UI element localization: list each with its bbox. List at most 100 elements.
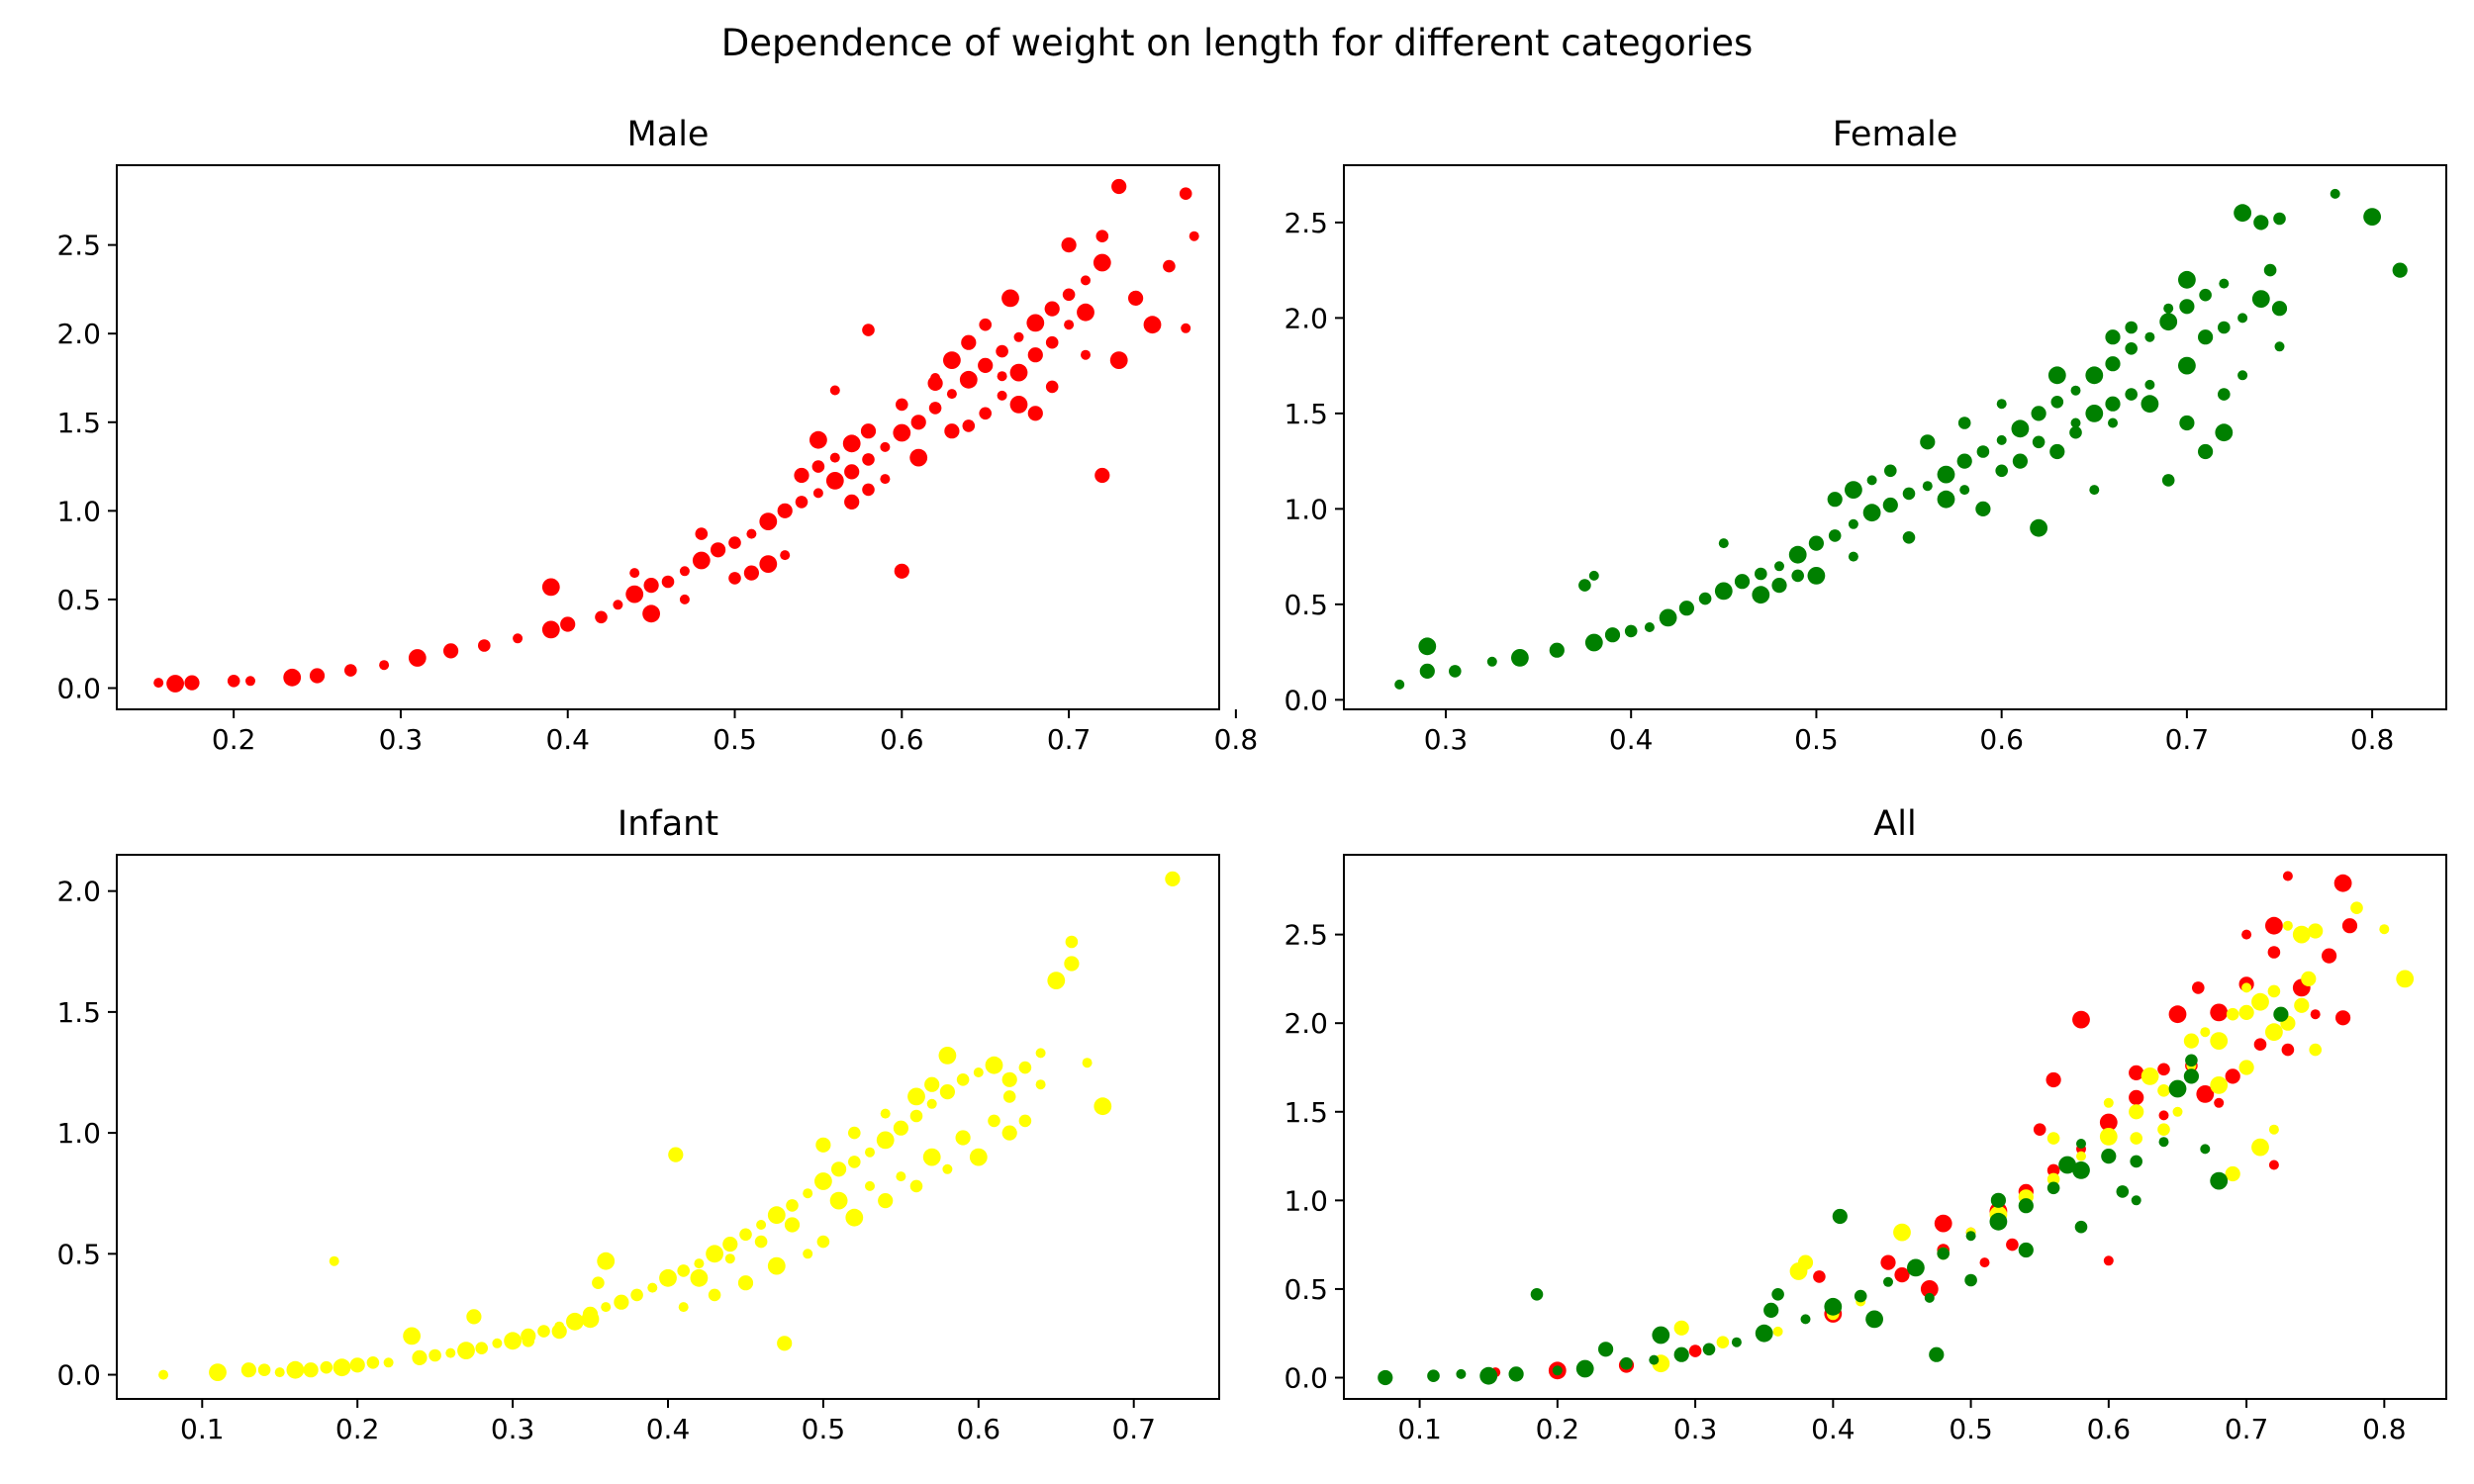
scatter-point xyxy=(2210,1076,2229,1094)
scatter-point xyxy=(831,1161,847,1177)
scatter-point xyxy=(1922,481,1933,492)
y-tick-label: 1.0 xyxy=(56,495,101,527)
scatter-point xyxy=(601,1302,612,1313)
scatter-point xyxy=(613,600,623,610)
x-tick-label: 0.7 xyxy=(1047,723,1092,756)
scatter-point xyxy=(2200,1027,2211,1038)
scatter-point xyxy=(1828,529,1842,542)
scatter-point xyxy=(668,1147,684,1162)
scatter-point xyxy=(844,494,860,510)
scatter-point xyxy=(2105,396,2121,412)
scatter-point xyxy=(728,572,741,585)
scatter-point xyxy=(1934,1214,1952,1233)
y-tick-label: 0.5 xyxy=(56,584,101,616)
y-tick-label: 2.5 xyxy=(1284,207,1328,239)
x-tick-label: 0.5 xyxy=(1949,1413,1993,1445)
x-tick-label: 0.7 xyxy=(2165,723,2210,756)
scatter-point xyxy=(2046,1181,2060,1195)
scatter-point xyxy=(2267,984,2281,998)
scatter-point xyxy=(1456,1368,1467,1379)
y-tick-label: 0.0 xyxy=(56,673,101,705)
subplot-female: 0.3 0.4 0.5 0.6 0.7 0.8 0.0 0.5 1.0 1.5 2.0 2.5 Fema… xyxy=(1284,115,2447,756)
scatter-point xyxy=(1920,1280,1939,1298)
scatter-point xyxy=(1009,396,1028,414)
scatter-point xyxy=(1702,1343,1716,1356)
scatter-point xyxy=(2141,395,2159,414)
scatter-point xyxy=(1882,497,1898,513)
scatter-point xyxy=(2273,1006,2289,1022)
y-tick-label: 2.0 xyxy=(1284,302,1328,334)
scatter-point xyxy=(504,1332,522,1350)
scatter-point xyxy=(2033,1123,2046,1136)
scatter-point xyxy=(1009,363,1028,382)
scatter-point xyxy=(1791,569,1804,583)
scatter-point xyxy=(2183,1033,2199,1049)
scatter-point xyxy=(1064,320,1075,330)
scatter-point xyxy=(320,1360,333,1374)
scatter-point xyxy=(2265,916,2283,935)
scatter-point xyxy=(1001,289,1019,308)
scatter-point xyxy=(1824,1297,1843,1316)
scatter-point xyxy=(283,668,302,687)
scatter-point xyxy=(1578,579,1591,592)
scatter-point xyxy=(560,616,576,632)
scatter-point xyxy=(2129,1065,2144,1080)
scatter-point xyxy=(2105,356,2121,372)
subplot-all: 0.1 0.2 0.3 0.4 0.5 0.6 0.7 0.8 0.0 0.5 1.0 1.5 2.0 2… xyxy=(1284,804,2447,1445)
scatter-point xyxy=(1026,314,1045,332)
scatter-point xyxy=(2192,981,2205,994)
scatter-point xyxy=(1530,1288,1544,1301)
scatter-point xyxy=(909,448,928,467)
scatter-point xyxy=(2158,1137,2169,1148)
x-tick-label: 0.5 xyxy=(802,1413,846,1445)
scatter-point xyxy=(694,1258,705,1269)
scatter-point xyxy=(245,676,255,687)
scatter-point xyxy=(695,527,709,540)
scatter-point xyxy=(1479,1366,1498,1385)
scatter-point xyxy=(1774,561,1784,572)
scatter-point xyxy=(2144,331,2155,342)
scatter-point xyxy=(2199,288,2212,302)
scatter-point xyxy=(2263,263,2277,277)
x-tick-label: 0.3 xyxy=(379,723,424,756)
scatter-point xyxy=(708,1288,721,1302)
scatter-point xyxy=(1995,464,2008,478)
scatter-point xyxy=(2218,388,2231,401)
axes-frame xyxy=(1343,854,2447,1400)
scatter-point xyxy=(2268,1159,2279,1170)
scatter-point xyxy=(880,1108,891,1119)
scatter-point xyxy=(274,1367,285,1378)
scatter-point xyxy=(1095,230,1109,242)
scatter-point xyxy=(2282,920,2293,931)
scatter-point xyxy=(706,1245,723,1263)
scatter-point xyxy=(812,488,823,499)
scatter-point xyxy=(943,351,961,369)
scatter-point xyxy=(1698,592,1712,605)
scatter-point xyxy=(829,1191,848,1210)
scatter-point xyxy=(2046,1163,2060,1177)
scatter-point xyxy=(309,668,326,684)
scatter-point xyxy=(1001,1125,1017,1141)
scatter-point xyxy=(962,419,976,432)
scatter-point xyxy=(928,402,942,415)
scatter-point xyxy=(1077,303,1094,322)
scatter-point xyxy=(1807,567,1826,585)
scatter-point xyxy=(907,1087,925,1106)
scatter-point xyxy=(2006,1238,2019,1252)
scatter-point xyxy=(1081,349,1091,360)
x-tick-label: 0.8 xyxy=(2362,1413,2407,1445)
scatter-point xyxy=(2251,992,2269,1011)
scatter-point xyxy=(2099,1113,2118,1132)
scatter-point xyxy=(893,1120,909,1136)
scatter-point xyxy=(978,357,994,373)
x-tick-label: 0.2 xyxy=(1536,1413,1580,1445)
scatter-point xyxy=(2159,313,2178,331)
scatter-point xyxy=(1061,237,1077,253)
scatter-point xyxy=(997,371,1007,382)
scatter-point xyxy=(2237,313,2248,324)
scatter-point xyxy=(739,1228,752,1242)
scatter-point xyxy=(2253,215,2269,231)
x-tick-label: 0.1 xyxy=(180,1413,225,1445)
scatter-point xyxy=(1604,627,1621,643)
scatter-point xyxy=(2108,417,2118,428)
